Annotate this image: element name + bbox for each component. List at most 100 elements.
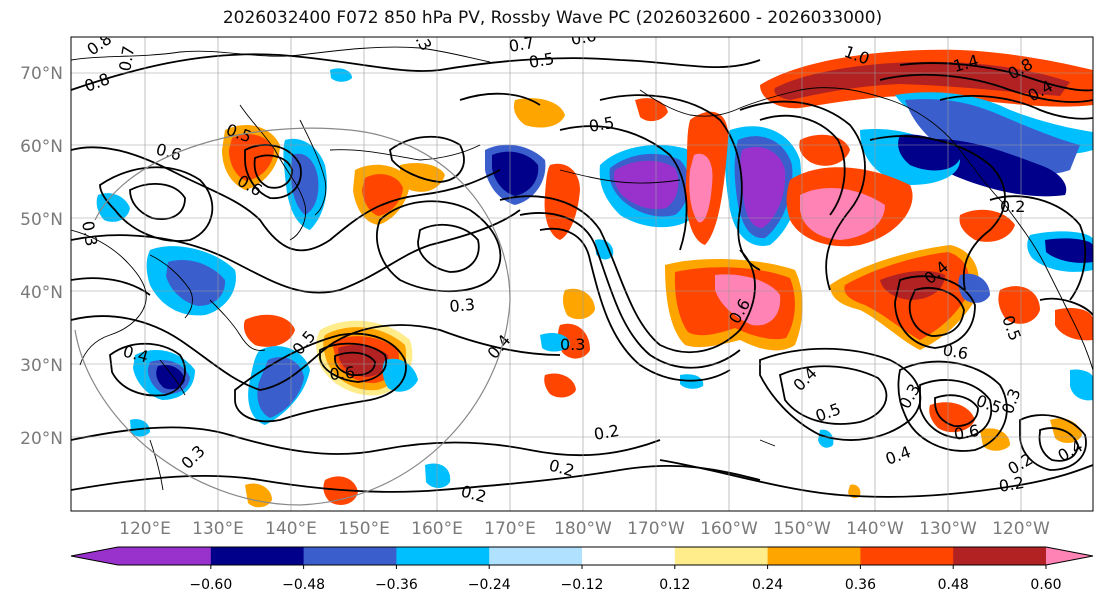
contour-line — [71, 315, 561, 391]
contour-label: 0.3 — [560, 335, 585, 354]
longitude-labels: 120°E 130°E 140°E 150°E 160°E 170°E 180°… — [119, 519, 1050, 539]
contour-line — [71, 209, 521, 294]
colorbar-segment — [489, 547, 583, 565]
coastline — [159, 359, 186, 396]
contour-line — [71, 426, 661, 457]
colorbar-segment — [674, 547, 769, 565]
shade-patch — [1055, 308, 1093, 341]
colorbar-segments — [71, 547, 1093, 565]
colorbar-segment — [118, 547, 212, 565]
colorbar: −0.60 −0.48 −0.36 −0.24 −0.12 0.12 0.24 0.36 0.4… — [70, 546, 1094, 593]
shading-layer — [96, 49, 1093, 508]
lat-label: 30°N — [20, 356, 63, 376]
contour-label: 0.6 — [329, 363, 356, 384]
shade-patch — [905, 98, 1080, 176]
coastline — [239, 104, 307, 241]
contour-line — [897, 360, 1008, 452]
colorbar-segment — [396, 547, 490, 565]
coastline — [71, 229, 147, 366]
gridlines — [71, 37, 1093, 511]
contour-label: 0.7 — [115, 44, 138, 72]
lon-label: 140°W — [846, 519, 904, 539]
colorbar-tick-label: 0.24 — [752, 577, 783, 593]
coastline — [759, 439, 776, 447]
contour-label: 0.3 — [78, 219, 101, 247]
contour-label: 0.6 — [952, 421, 980, 444]
contour-label: 0.5 — [527, 49, 555, 72]
shade-patch — [898, 134, 960, 171]
shade-patch — [635, 98, 668, 122]
contour-line — [376, 200, 502, 293]
shade-patch — [1045, 238, 1093, 263]
lon-label: 160°E — [411, 519, 463, 539]
colorbar-segment — [303, 547, 397, 565]
contour-line — [539, 227, 731, 382]
contour-line — [389, 135, 465, 183]
colorbar-tick-label: 0.48 — [938, 577, 969, 593]
lat-label: 60°N — [20, 137, 63, 157]
lon-label: 170°E — [484, 519, 536, 539]
contour-label: 0.3 — [449, 295, 476, 316]
contour-line — [879, 73, 1093, 103]
plot-title: 2026032400 F072 850 hPa PV, Rossby Wave … — [222, 8, 883, 28]
contour-line — [319, 342, 387, 383]
contour-line — [599, 94, 761, 271]
map-frame — [70, 36, 1094, 512]
lon-label: 130°E — [192, 519, 244, 539]
contour-line — [459, 92, 541, 106]
contour-line — [71, 465, 761, 493]
contour-line — [894, 275, 976, 349]
contour-line — [99, 166, 214, 242]
shade-patch — [740, 146, 786, 228]
contour-line — [869, 135, 1006, 291]
shade-patch — [291, 153, 319, 215]
contour-line — [334, 351, 376, 377]
coastline — [149, 254, 193, 319]
contour-line — [934, 394, 979, 427]
colorbar-segment — [953, 547, 1047, 565]
contour-label: 0.2 — [997, 473, 1025, 496]
contour-line — [739, 100, 866, 291]
colorbar-tick-label: −0.24 — [468, 577, 511, 593]
shade-patch — [243, 314, 295, 347]
contour-line — [1039, 297, 1093, 316]
shade-patch — [513, 98, 565, 128]
colorbar-segment — [767, 547, 861, 565]
colorbar-segment — [210, 547, 305, 565]
shade-patch — [998, 286, 1040, 324]
lat-label: 20°N — [20, 429, 63, 449]
map-area: 0.8 0.7 0.8 0.6 0.5 0.6 0.7 1.0 1.4 0.8 … — [71, 37, 1093, 511]
lat-label: 50°N — [20, 210, 63, 230]
colorbar-tick-label: −0.36 — [375, 577, 418, 593]
contour-line — [939, 95, 1093, 120]
lon-label: 180°W — [554, 519, 612, 539]
coastline — [329, 144, 481, 161]
colorbar-segment — [860, 547, 954, 565]
shade-patch — [613, 160, 679, 210]
shade-patch — [848, 484, 861, 499]
contour-line — [759, 114, 846, 216]
shade-patch — [774, 61, 1070, 100]
contour-line — [129, 183, 186, 220]
shade-patch — [362, 174, 403, 216]
shade-patch — [382, 358, 418, 392]
colorbar-segment — [582, 547, 676, 565]
coastline — [299, 119, 327, 216]
colorbar-extend-low — [71, 547, 118, 565]
lon-label: 170°W — [627, 519, 685, 539]
coastline — [559, 169, 681, 184]
shade-patch — [492, 151, 539, 196]
coastline — [639, 89, 741, 117]
coastline — [71, 46, 491, 63]
shade-patch — [425, 463, 451, 488]
contour-label: 0.2 — [592, 421, 620, 444]
colorbar-tick-label: 0.12 — [659, 577, 690, 593]
contour-line — [253, 154, 293, 189]
shade-patch — [229, 134, 274, 181]
shade-patch — [800, 187, 885, 240]
lon-label: 120°E — [119, 519, 171, 539]
latitude-labels: 70°N 60°N 50°N 40°N 30°N 20°N — [20, 64, 63, 449]
shade-patch — [1070, 369, 1093, 401]
coastline — [209, 299, 266, 351]
contour-label: 0.5 — [587, 113, 615, 136]
